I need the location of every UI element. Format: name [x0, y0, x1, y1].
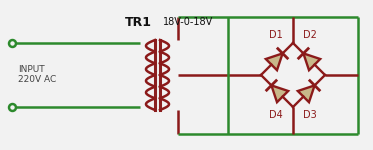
Text: 18V-0-18V: 18V-0-18V: [163, 17, 213, 27]
Polygon shape: [298, 85, 314, 102]
Text: D4: D4: [269, 110, 283, 120]
Polygon shape: [303, 53, 320, 70]
Text: 220V AC: 220V AC: [18, 75, 56, 84]
Text: TR1: TR1: [125, 15, 152, 28]
Polygon shape: [266, 53, 283, 70]
Text: D1: D1: [269, 30, 283, 40]
Polygon shape: [272, 85, 288, 102]
Text: D3: D3: [303, 110, 317, 120]
Text: D2: D2: [303, 30, 317, 40]
Text: INPUT: INPUT: [18, 66, 45, 75]
